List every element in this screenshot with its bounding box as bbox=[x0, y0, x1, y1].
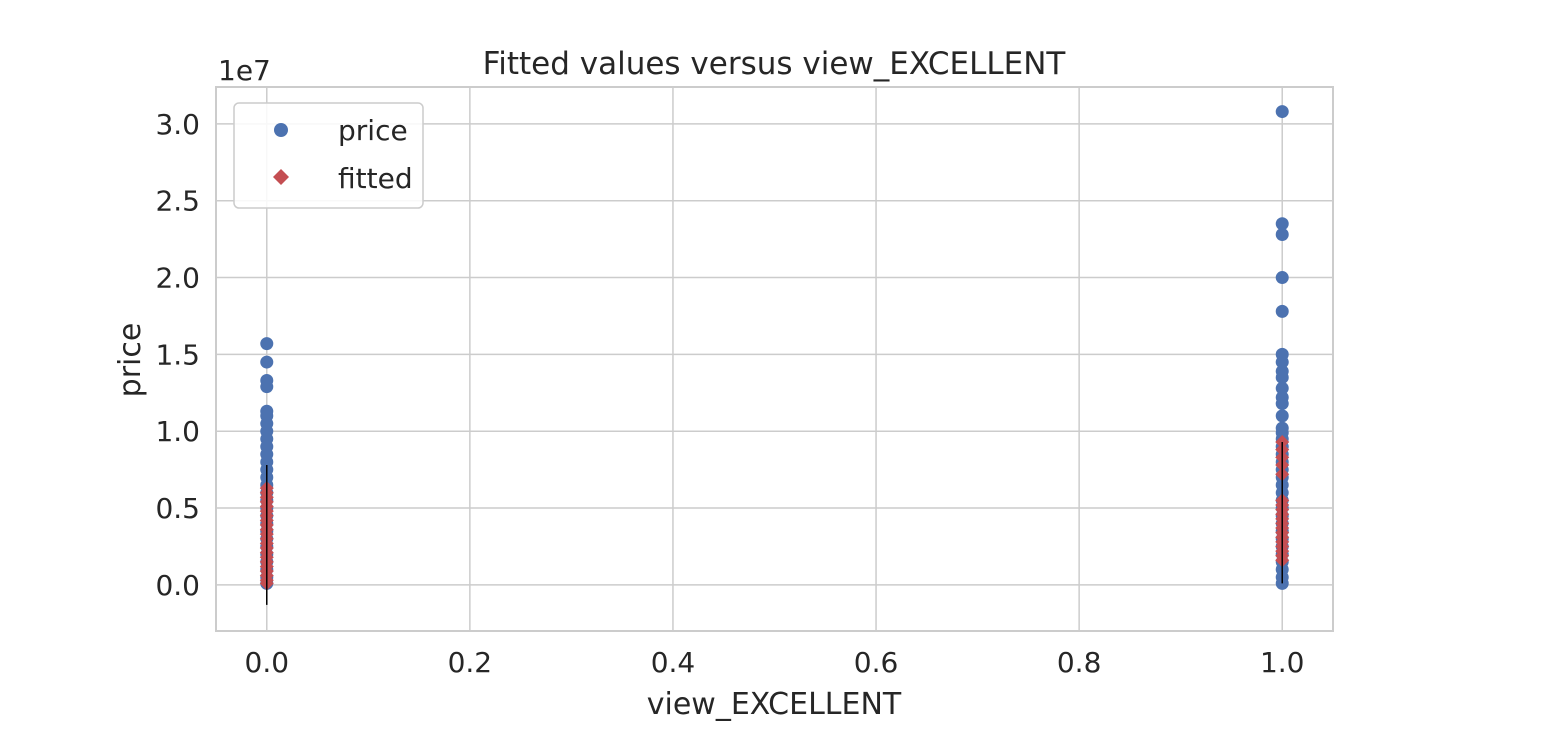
y-tick-labels: 0.0 0.5 1.0 1.5 2.0 2.5 3.0 bbox=[155, 108, 200, 602]
price-point bbox=[1275, 217, 1289, 231]
y-axis-label: price bbox=[113, 323, 148, 398]
y-tick-label: 1.5 bbox=[155, 338, 200, 371]
y-tick-label: 0.5 bbox=[155, 492, 200, 525]
y-tick-label: 2.0 bbox=[155, 262, 200, 295]
y-tick-label: 1.0 bbox=[155, 415, 200, 448]
price-point bbox=[1275, 304, 1289, 318]
x-tick-label: 0.4 bbox=[651, 646, 696, 679]
legend-fitted-label: fitted bbox=[338, 162, 413, 195]
price-point bbox=[1275, 228, 1289, 242]
x-tick-label: 1.0 bbox=[1260, 646, 1305, 679]
y-axis-multiplier: 1e7 bbox=[218, 54, 271, 87]
price-point bbox=[1275, 105, 1289, 119]
price-point bbox=[260, 380, 274, 394]
legend-price-label: price bbox=[338, 114, 408, 147]
y-tick-label: 3.0 bbox=[155, 108, 200, 141]
price-point bbox=[1275, 397, 1289, 411]
x-tick-labels: 0.0 0.2 0.4 0.6 0.8 1.0 bbox=[245, 646, 1305, 679]
x-tick-label: 0.0 bbox=[245, 646, 290, 679]
price-point bbox=[1275, 381, 1289, 395]
price-point bbox=[1275, 355, 1289, 369]
x-tick-label: 0.8 bbox=[1057, 646, 1102, 679]
plot-frame bbox=[215, 86, 1334, 632]
x-axis-label: view_EXCELLENT bbox=[647, 687, 902, 722]
price-point bbox=[1275, 409, 1289, 423]
chart-title: Fitted values versus view_EXCELLENT bbox=[483, 46, 1067, 82]
price-point bbox=[1275, 271, 1289, 285]
price-point bbox=[260, 337, 274, 351]
y-tick-label: 0.0 bbox=[155, 569, 200, 602]
legend-price-marker bbox=[274, 123, 288, 137]
legend: price fitted bbox=[233, 102, 424, 209]
price-point bbox=[260, 355, 274, 369]
price-point bbox=[1275, 370, 1289, 384]
x-tick-label: 0.6 bbox=[854, 646, 899, 679]
x-tick-label: 0.2 bbox=[448, 646, 493, 679]
legend-fitted-marker bbox=[273, 169, 289, 185]
fitted-series bbox=[259, 434, 1290, 591]
y-tick-label: 2.5 bbox=[155, 185, 200, 218]
error-lines bbox=[266, 441, 1283, 605]
